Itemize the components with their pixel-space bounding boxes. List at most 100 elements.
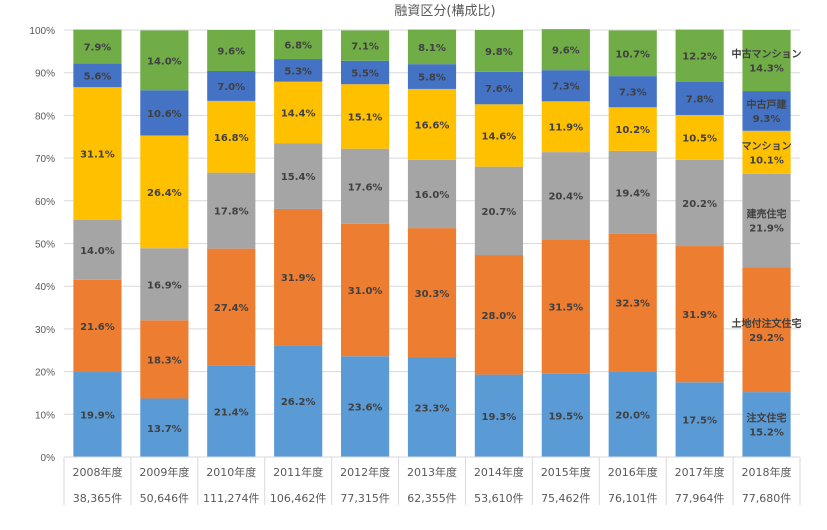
- bar-segment: [608, 233, 657, 372]
- y-tick-label: 10%: [35, 410, 55, 421]
- data-label: 10.6%: [147, 109, 182, 120]
- bar-segment: [341, 60, 390, 85]
- x-category-label: 2009年度: [139, 465, 189, 479]
- bar-segment: [541, 373, 590, 457]
- bar-segment: [207, 30, 256, 71]
- data-label: 16.8%: [214, 133, 249, 144]
- bar-segment: [608, 107, 657, 151]
- data-label: 31.1%: [80, 150, 115, 161]
- data-label: 17.5%: [682, 416, 717, 427]
- series-name-label: 中古マンション: [732, 48, 802, 61]
- bar-segment: [73, 29, 122, 64]
- bar-segment: [73, 87, 122, 221]
- bar-segment: [140, 135, 189, 249]
- x-count-label: 50,646件: [140, 492, 190, 505]
- y-tick-label: 50%: [35, 240, 55, 251]
- series-name-label: 建売住宅: [746, 208, 787, 221]
- bar-segment: [341, 148, 390, 224]
- x-count-label: 62,355件: [407, 492, 457, 505]
- y-tick-label: 20%: [35, 368, 55, 379]
- bar-segment: [675, 81, 724, 115]
- data-label: 12.2%: [682, 52, 717, 63]
- bar-segment: [140, 30, 189, 91]
- bar-segment: [675, 246, 724, 383]
- bar-segment: [742, 30, 791, 92]
- bar-segment: [742, 130, 791, 174]
- data-label: 27.4%: [214, 303, 249, 314]
- x-category-label: 2017年度: [675, 465, 725, 479]
- bar-segment: [140, 320, 189, 399]
- y-tick-label: 30%: [35, 325, 55, 336]
- bar-segment: [407, 88, 457, 160]
- bar-segment: [341, 356, 390, 457]
- data-label: 5.8%: [418, 73, 446, 84]
- y-tick-label: 40%: [35, 282, 55, 293]
- bar-segment: [474, 255, 523, 375]
- data-label: 19.5%: [548, 411, 583, 422]
- y-tick-label: 0%: [41, 453, 56, 464]
- data-label: 14.3%: [749, 64, 784, 75]
- bar-segment: [474, 166, 523, 256]
- data-label: 10.7%: [615, 49, 650, 60]
- data-label: 6.8%: [284, 41, 312, 52]
- bar-segment: [207, 100, 256, 173]
- data-label: 15.2%: [749, 428, 784, 439]
- bar-segment: [407, 64, 457, 89]
- data-label: 9.6%: [552, 46, 580, 57]
- x-category-label: 2010年度: [206, 465, 256, 479]
- data-label: 19.9%: [80, 411, 115, 422]
- bar-segment: [207, 70, 256, 101]
- bar-segment: [140, 90, 189, 136]
- data-label: 17.8%: [214, 207, 249, 218]
- data-label: 21.9%: [749, 224, 784, 235]
- bar-segment: [73, 372, 122, 457]
- y-tick-label: 70%: [35, 154, 55, 165]
- data-label: 9.3%: [753, 114, 781, 125]
- bar-segment: [541, 101, 590, 153]
- bar-segment: [541, 70, 590, 102]
- x-count-label: 76,101件: [608, 492, 658, 505]
- data-label: 7.0%: [217, 82, 245, 93]
- data-label: 18.3%: [147, 355, 182, 366]
- data-label: 10.5%: [682, 133, 717, 144]
- x-count-label: 77,680件: [742, 492, 792, 505]
- x-count-label: 75,462件: [541, 492, 591, 505]
- x-count-label: 53,610件: [474, 492, 524, 505]
- bar-segment: [608, 371, 657, 457]
- bar-segment: [341, 223, 390, 357]
- data-label: 31.5%: [548, 302, 583, 313]
- data-label: 20.7%: [482, 207, 517, 218]
- data-label: 31.9%: [682, 310, 717, 321]
- data-label: 11.9%: [548, 123, 583, 134]
- x-axis-table: 2008年度 38,365件 2009年度 50,646件 2010年度 111,274件…: [63, 456, 801, 505]
- data-label: 20.0%: [615, 410, 650, 421]
- bar-segment: [407, 29, 457, 65]
- x-category-label: 2013年度: [407, 465, 457, 479]
- y-tick-label: 80%: [35, 111, 55, 122]
- bar-segment: [474, 104, 523, 167]
- bar-segment: [274, 59, 323, 82]
- bar-segment: [675, 114, 724, 160]
- data-label: 15.4%: [281, 172, 316, 183]
- bar-segment: [207, 172, 256, 249]
- y-tick-label: 60%: [35, 197, 55, 208]
- x-category-label: 2008年度: [72, 465, 122, 479]
- bar-segment: [407, 228, 457, 358]
- bar-segment: [140, 398, 189, 457]
- data-label: 5.5%: [351, 68, 379, 79]
- x-category-label: 2018年度: [742, 465, 792, 479]
- bar-segment: [274, 143, 323, 209]
- data-label: 5.6%: [84, 71, 112, 82]
- data-label: 7.6%: [485, 84, 513, 95]
- x-category-label: 2016年度: [608, 465, 658, 479]
- data-label: 8.1%: [418, 43, 446, 54]
- bar-segment: [541, 239, 590, 374]
- data-label: 16.9%: [147, 280, 182, 291]
- bar-segment: [207, 365, 256, 457]
- data-label: 17.6%: [348, 182, 383, 193]
- data-label: 10.1%: [749, 155, 784, 166]
- data-label: 20.2%: [682, 199, 717, 210]
- bar-segment: [207, 248, 256, 366]
- data-label: 7.3%: [619, 88, 647, 99]
- bar-segment: [474, 71, 523, 105]
